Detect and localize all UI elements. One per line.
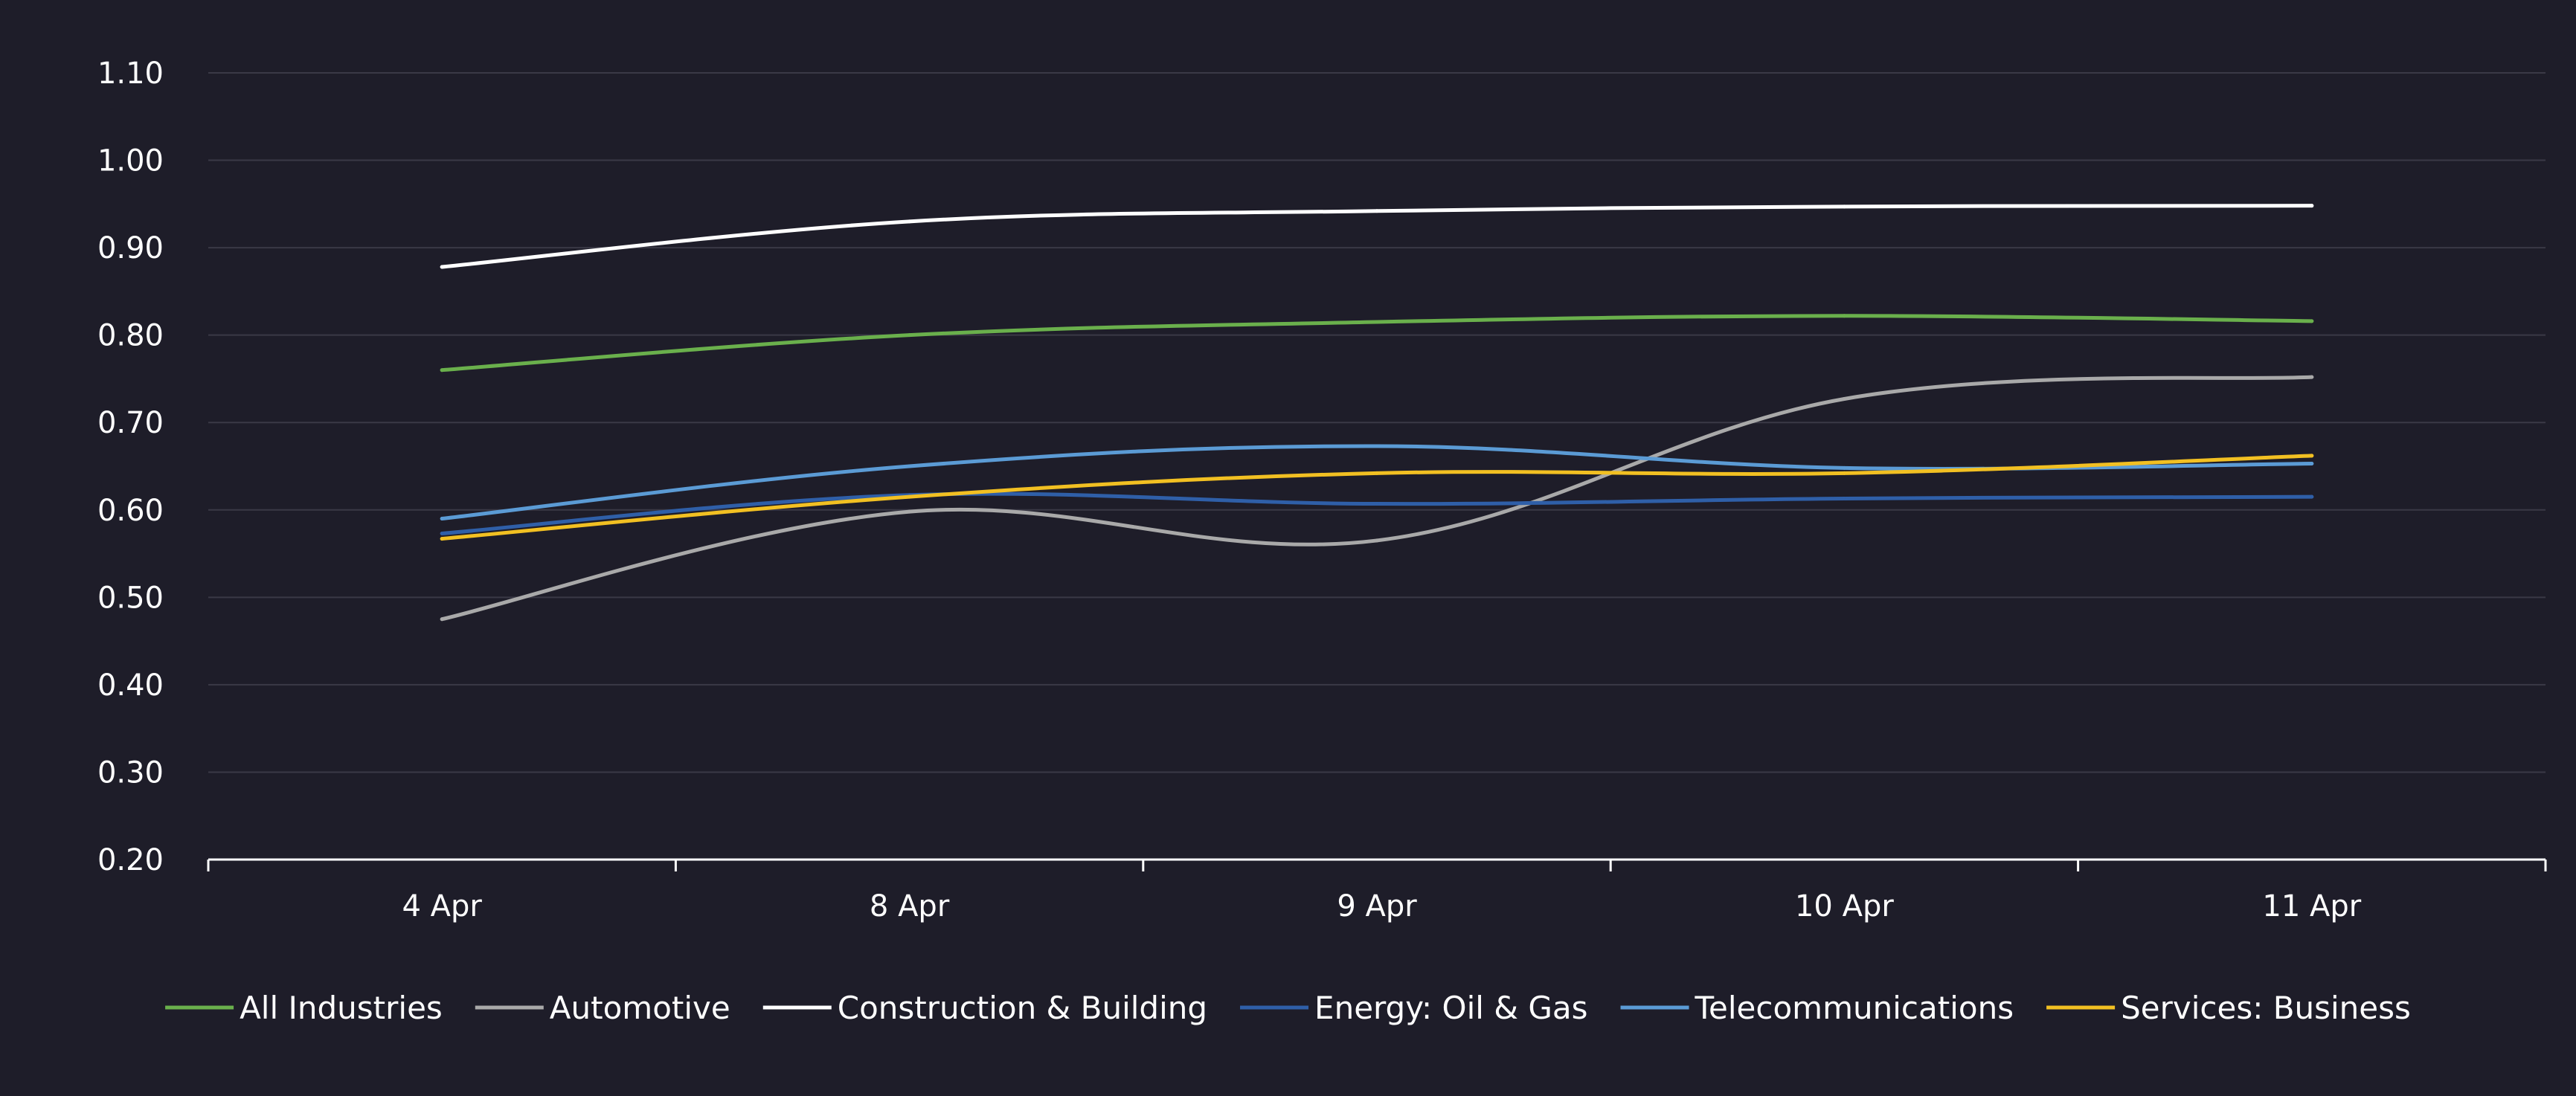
legend-item: All Industries — [165, 990, 443, 1026]
data-point-services-business — [908, 494, 912, 499]
y-tick-label: 0.80 — [97, 319, 164, 353]
data-point-services-business — [440, 537, 444, 541]
legend-item: Services: Business — [2046, 990, 2411, 1026]
data-point-all-industries — [908, 333, 912, 338]
y-tick-label: 0.60 — [97, 494, 164, 528]
data-point-construction-building — [908, 219, 912, 224]
data-point-all-industries — [2310, 319, 2314, 323]
data-point-construction-building — [1375, 209, 1379, 213]
legend-item: Automotive — [475, 990, 730, 1026]
legend-label: All Industries — [240, 990, 443, 1026]
legend-label: Energy: Oil & Gas — [1314, 990, 1588, 1026]
data-point-automotive — [1375, 538, 1379, 543]
data-point-construction-building — [2310, 204, 2314, 208]
x-tick-label: 8 Apr — [870, 889, 950, 923]
series-construction-building — [440, 204, 2314, 269]
series-line-all-industries — [440, 314, 2314, 373]
legend-item: Telecommunications — [1620, 990, 2014, 1026]
data-point-energy-oil-gas — [1842, 496, 1846, 500]
series-all-industries — [440, 314, 2314, 373]
data-point-all-industries — [1375, 320, 1379, 324]
series-automotive — [440, 375, 2314, 622]
data-point-services-business — [1375, 471, 1379, 475]
data-point-telecommunications — [1375, 444, 1379, 448]
data-point-services-business — [2310, 454, 2314, 458]
legend: All Industries Automotive Construction & B… — [165, 990, 2411, 1026]
data-point-automotive — [1842, 396, 1846, 401]
data-point-automotive — [440, 617, 444, 622]
legend-item: Construction & Building — [762, 990, 1207, 1026]
data-point-construction-building — [440, 265, 444, 269]
y-tick-label: 0.40 — [97, 668, 164, 703]
data-point-automotive — [908, 509, 912, 514]
legend-label: Automotive — [550, 990, 730, 1026]
y-tick-label: 1.00 — [97, 144, 164, 178]
data-point-telecommunications — [2310, 461, 2314, 465]
x-tick-label: 4 Apr — [402, 889, 483, 923]
series-line-construction-building — [440, 204, 2314, 269]
data-point-all-industries — [440, 368, 444, 373]
legend-item: Energy: Oil & Gas — [1240, 990, 1588, 1026]
x-axis: 4 Apr 8 Apr 9 Apr 10 Apr 11 Apr — [207, 858, 2547, 923]
data-point-construction-building — [1842, 204, 1846, 209]
data-point-services-business — [1842, 471, 1846, 475]
x-tick-label: 9 Apr — [1337, 889, 1417, 923]
data-point-all-industries — [1842, 314, 1846, 318]
gridlines — [208, 72, 2546, 773]
data-point-telecommunications — [1842, 465, 1846, 470]
y-axis: 0.20 0.30 0.40 0.50 0.60 0.70 0.80 0.90 1.00 1.10 — [97, 57, 164, 877]
x-tick-label: 11 Apr — [2262, 889, 2361, 923]
data-point-automotive — [2310, 375, 2314, 379]
data-point-energy-oil-gas — [2310, 494, 2314, 499]
series-lines — [440, 204, 2314, 622]
y-tick-label: 0.50 — [97, 581, 164, 615]
data-point-telecommunications — [908, 464, 912, 468]
legend-label: Construction & Building — [838, 990, 1207, 1026]
data-point-energy-oil-gas — [1375, 502, 1379, 506]
y-tick-label: 0.70 — [97, 406, 164, 440]
y-tick-label: 0.90 — [97, 231, 164, 265]
legend-label: Services: Business — [2121, 990, 2411, 1026]
legend-label: Telecommunications — [1695, 990, 2014, 1026]
series-services-business — [440, 454, 2314, 541]
data-point-telecommunications — [440, 517, 444, 521]
y-tick-label: 1.10 — [97, 57, 164, 91]
series-telecommunications — [440, 444, 2314, 521]
y-tick-label: 0.30 — [97, 755, 164, 790]
data-point-energy-oil-gas — [440, 532, 444, 536]
x-tick-label: 10 Apr — [1795, 889, 1894, 923]
series-energy-oil-gas — [440, 491, 2314, 536]
y-tick-label: 0.20 — [97, 843, 164, 877]
